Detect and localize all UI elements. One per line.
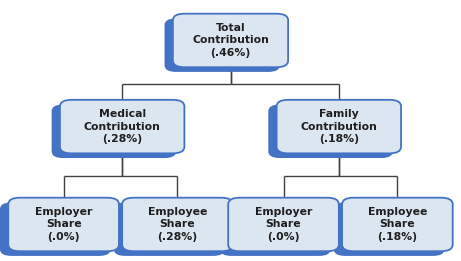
FancyBboxPatch shape bbox=[220, 203, 331, 256]
Text: Employee
Share
(.18%): Employee Share (.18%) bbox=[368, 207, 427, 242]
FancyBboxPatch shape bbox=[334, 203, 444, 256]
FancyBboxPatch shape bbox=[173, 14, 288, 67]
Text: Family
Contribution
(.18%): Family Contribution (.18%) bbox=[301, 109, 377, 144]
Text: Employer
Share
(.0%): Employer Share (.0%) bbox=[35, 207, 92, 242]
FancyBboxPatch shape bbox=[228, 198, 339, 251]
FancyBboxPatch shape bbox=[60, 100, 184, 153]
FancyBboxPatch shape bbox=[342, 198, 453, 251]
FancyBboxPatch shape bbox=[52, 105, 176, 158]
FancyBboxPatch shape bbox=[165, 18, 280, 72]
Text: Employer
Share
(.0%): Employer Share (.0%) bbox=[255, 207, 312, 242]
Text: Medical
Contribution
(.28%): Medical Contribution (.28%) bbox=[84, 109, 160, 144]
Text: Employee
Share
(.28%): Employee Share (.28%) bbox=[148, 207, 207, 242]
FancyBboxPatch shape bbox=[268, 105, 393, 158]
FancyBboxPatch shape bbox=[0, 203, 111, 256]
FancyBboxPatch shape bbox=[277, 100, 401, 153]
FancyBboxPatch shape bbox=[114, 203, 225, 256]
FancyBboxPatch shape bbox=[8, 198, 119, 251]
FancyBboxPatch shape bbox=[122, 198, 233, 251]
Text: Total
Contribution
(.46%): Total Contribution (.46%) bbox=[192, 23, 269, 58]
